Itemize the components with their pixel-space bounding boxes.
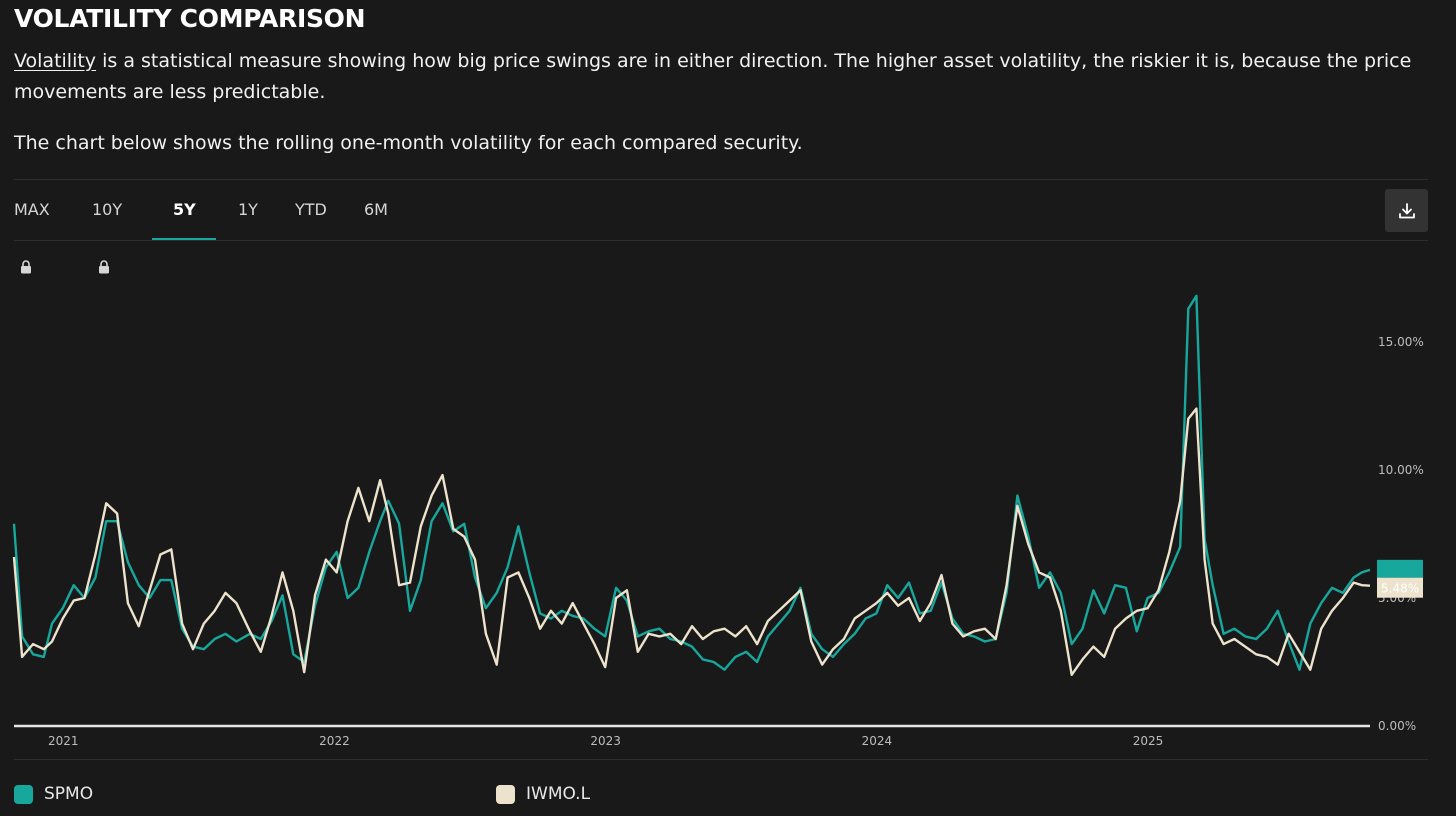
x-tick-label: 2024: [862, 734, 893, 748]
legend-label-spmo: SPMO: [44, 784, 94, 804]
x-tick-label: 2023: [590, 734, 621, 748]
last-value-label: 5.48%: [1381, 582, 1419, 596]
iwmo-line: [12, 407, 1371, 676]
tab-6m[interactable]: 6M: [364, 181, 388, 239]
intro-paragraph: Volatility is a statistical measure show…: [14, 46, 1434, 108]
lock-icon: [99, 260, 109, 274]
tab-10y[interactable]: 10Y: [92, 181, 123, 274]
y-tick-label: 15.00%: [1378, 335, 1424, 349]
tab-10y-label: 10Y: [92, 200, 123, 219]
chart-note: The chart below shows the rolling one-mo…: [14, 132, 803, 154]
volatility-chart: 0.00%5.00%10.00%15.00%2021 2022 2023 2024 20…: [12, 294, 1424, 748]
active-tab-indicator: [152, 238, 216, 241]
legend-label-iwmo: IWMO.L: [526, 784, 591, 804]
iwmo-last-value-tag: [1377, 577, 1423, 598]
tab-6m-label: 6M: [364, 200, 388, 219]
download-icon: [1398, 202, 1415, 218]
spmo-last-value-tag: [1377, 559, 1423, 578]
x-tick-label: 2021: [48, 734, 79, 748]
download-button[interactable]: [1385, 189, 1428, 232]
y-tick-label: 0.00%: [1378, 719, 1416, 733]
lock-icon: [21, 260, 31, 274]
tab-1y[interactable]: 1Y: [238, 181, 258, 239]
volatility-link[interactable]: Volatility: [14, 50, 97, 72]
legend-swatch-iwmo: [496, 784, 515, 804]
intro-text: is a statistical measure showing how big…: [14, 50, 1412, 103]
divider-top: [14, 179, 1428, 180]
tab-ytd-label: YTD: [295, 200, 327, 219]
tab-5y-label: 5Y: [173, 200, 196, 219]
x-tick-label: 2022: [319, 734, 350, 748]
tab-5y[interactable]: 5Y: [173, 181, 196, 239]
divider-bottom: [14, 759, 1428, 760]
legend-item-spmo[interactable]: SPMO: [14, 782, 93, 806]
legend-item-iwmo[interactable]: IWMO.L: [496, 782, 590, 806]
tab-1y-label: 1Y: [238, 200, 258, 219]
tab-max[interactable]: MAX: [14, 181, 50, 274]
legend-swatch-spmo: [14, 784, 33, 804]
tab-max-label: MAX: [14, 200, 50, 219]
y-tick-label: 10.00%: [1378, 463, 1424, 477]
spmo-line: [12, 294, 1371, 671]
page-title: VOLATILITY COMPARISON: [14, 4, 366, 33]
tab-ytd[interactable]: YTD: [295, 181, 327, 239]
x-tick-label: 2025: [1133, 734, 1164, 748]
divider-chart: [14, 240, 1428, 241]
